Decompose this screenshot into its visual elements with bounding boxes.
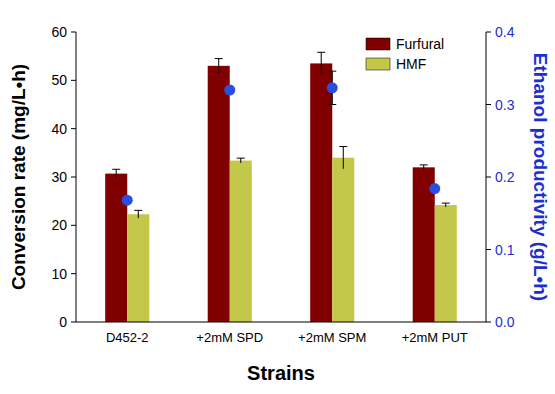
error-line <box>240 158 241 163</box>
y-axis-label: Conversion rate (mg/L•h) <box>8 64 29 290</box>
point <box>122 195 133 206</box>
error-line <box>116 169 117 178</box>
error-line <box>445 203 446 207</box>
error-line <box>321 52 322 74</box>
legend-label: Furfural <box>396 36 444 52</box>
y-tick <box>71 322 76 323</box>
y2-axis-label: Ethanol productivity (g/L•h) <box>530 53 551 301</box>
y-tick-label: 0 <box>59 314 67 330</box>
error-cap <box>134 210 142 211</box>
x-tick-label: +2mM PUT <box>402 330 468 345</box>
chart: 0 10 20 30 40 50 60 0.0 0.1 0.2 0.3 0.4 D452-2 +2mM S… <box>0 0 555 394</box>
legend: Furfural HMF <box>366 36 444 72</box>
error-cap <box>442 203 450 204</box>
y-tick <box>71 273 76 274</box>
y2-tick <box>486 249 491 250</box>
bar <box>310 63 332 322</box>
y2-tick-label: 0.4 <box>495 24 515 40</box>
y2-tick <box>486 177 491 178</box>
y-tick <box>71 225 76 226</box>
error-cap <box>237 158 245 159</box>
y-tick-label: 10 <box>51 266 67 282</box>
error-cap <box>317 52 325 53</box>
y-tick <box>71 128 76 129</box>
y2-tick-label: 0.3 <box>495 97 515 113</box>
error-bar <box>112 169 120 178</box>
y-tick-label: 40 <box>51 121 67 137</box>
error-bar <box>134 210 142 218</box>
y-tick-label: 60 <box>51 24 67 40</box>
point <box>327 82 338 93</box>
x-tick-label: +2mM SPD <box>196 330 263 345</box>
point <box>224 85 235 96</box>
error-line <box>343 147 344 169</box>
point <box>429 183 440 194</box>
error-line <box>218 59 219 74</box>
y-tick-label: 20 <box>51 217 67 233</box>
legend-label: HMF <box>396 56 426 72</box>
y-tick-label: 50 <box>51 72 67 88</box>
error-cap <box>328 71 336 72</box>
error-cap <box>328 104 336 105</box>
error-bar <box>420 165 428 170</box>
error-bar <box>339 147 347 169</box>
x-axis-line <box>76 322 486 323</box>
legend-swatch <box>366 38 390 50</box>
bar <box>127 214 149 322</box>
x-tick-label: D452-2 <box>106 330 149 345</box>
y2-tick-label: 0.0 <box>495 314 515 330</box>
y-tick <box>71 80 76 81</box>
error-bar <box>215 59 223 74</box>
y2-tick <box>486 322 491 323</box>
bar <box>435 205 457 322</box>
x-tick-label: +2mM SPM <box>298 330 366 345</box>
bar <box>208 66 230 322</box>
bar <box>230 161 252 322</box>
error-line <box>138 210 139 218</box>
error-bar <box>317 52 325 74</box>
x-axis-label: Strains <box>247 362 315 384</box>
bar <box>332 158 354 322</box>
y-tick-label: 30 <box>51 169 67 185</box>
error-cap <box>112 169 120 170</box>
error-bar <box>237 158 245 163</box>
y2-tick <box>486 104 491 105</box>
y-tick <box>71 32 76 33</box>
y2-tick-label: 0.1 <box>495 242 515 258</box>
error-cap <box>215 58 223 59</box>
y-tick <box>71 177 76 178</box>
marks <box>105 52 457 322</box>
error-bar <box>442 203 450 207</box>
error-cap <box>339 146 347 147</box>
error-line <box>423 165 424 170</box>
legend-swatch <box>366 58 390 70</box>
error-cap <box>420 164 428 165</box>
y2-tick <box>486 32 491 33</box>
y2-tick-label: 0.2 <box>495 169 515 185</box>
